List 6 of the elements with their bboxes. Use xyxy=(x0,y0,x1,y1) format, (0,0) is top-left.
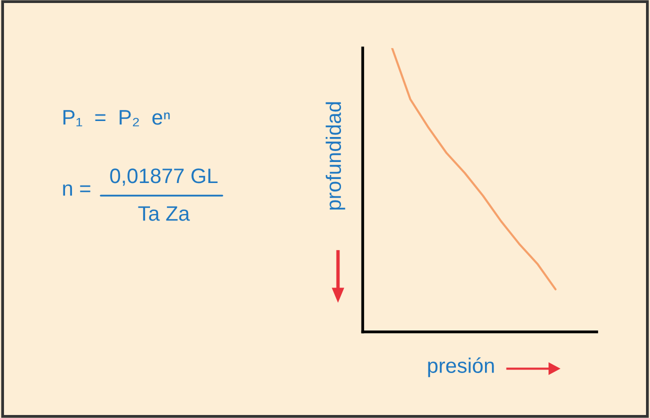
y-axis-title: profundidad xyxy=(326,102,346,210)
text: 0,01877 GL xyxy=(110,168,218,186)
text: n = xyxy=(63,184,90,196)
text: Ta Za xyxy=(138,206,190,221)
text: P₁ = P₂ eⁿ xyxy=(63,110,170,126)
x-axis-title: presión xyxy=(428,357,494,378)
